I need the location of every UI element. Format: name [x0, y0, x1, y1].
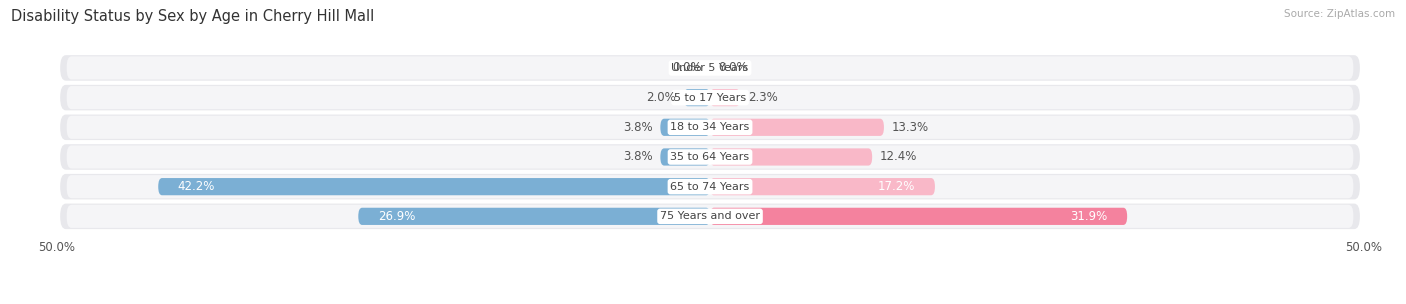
FancyBboxPatch shape	[359, 208, 710, 225]
FancyBboxPatch shape	[66, 205, 1354, 228]
Text: 65 to 74 Years: 65 to 74 Years	[671, 182, 749, 192]
FancyBboxPatch shape	[710, 178, 935, 195]
FancyBboxPatch shape	[60, 174, 1360, 199]
Text: 2.0%: 2.0%	[647, 91, 676, 104]
FancyBboxPatch shape	[60, 85, 1360, 110]
Text: 26.9%: 26.9%	[378, 210, 415, 223]
Text: 42.2%: 42.2%	[177, 180, 215, 193]
Text: Disability Status by Sex by Age in Cherry Hill Mall: Disability Status by Sex by Age in Cherr…	[11, 9, 374, 24]
FancyBboxPatch shape	[66, 56, 1354, 80]
Text: 2.3%: 2.3%	[748, 91, 778, 104]
FancyBboxPatch shape	[66, 145, 1354, 168]
Text: 75 Years and over: 75 Years and over	[659, 211, 761, 221]
Text: 0.0%: 0.0%	[672, 61, 702, 74]
FancyBboxPatch shape	[159, 178, 710, 195]
Text: 3.8%: 3.8%	[623, 121, 652, 134]
Text: 13.3%: 13.3%	[891, 121, 929, 134]
FancyBboxPatch shape	[710, 119, 884, 136]
FancyBboxPatch shape	[661, 148, 710, 166]
FancyBboxPatch shape	[710, 148, 872, 166]
Text: 18 to 34 Years: 18 to 34 Years	[671, 122, 749, 132]
Text: 17.2%: 17.2%	[877, 180, 915, 193]
FancyBboxPatch shape	[60, 55, 1360, 81]
FancyBboxPatch shape	[60, 204, 1360, 229]
Text: 3.8%: 3.8%	[623, 150, 652, 164]
FancyBboxPatch shape	[60, 115, 1360, 140]
Text: 5 to 17 Years: 5 to 17 Years	[673, 93, 747, 103]
FancyBboxPatch shape	[710, 89, 740, 106]
FancyBboxPatch shape	[66, 86, 1354, 109]
Text: 31.9%: 31.9%	[1070, 210, 1108, 223]
FancyBboxPatch shape	[66, 116, 1354, 139]
Text: 0.0%: 0.0%	[718, 61, 748, 74]
FancyBboxPatch shape	[60, 144, 1360, 170]
FancyBboxPatch shape	[710, 208, 1128, 225]
FancyBboxPatch shape	[683, 89, 710, 106]
Text: 35 to 64 Years: 35 to 64 Years	[671, 152, 749, 162]
Text: Under 5 Years: Under 5 Years	[672, 63, 748, 73]
FancyBboxPatch shape	[661, 119, 710, 136]
Text: Source: ZipAtlas.com: Source: ZipAtlas.com	[1284, 9, 1395, 19]
Text: 12.4%: 12.4%	[880, 150, 917, 164]
FancyBboxPatch shape	[66, 175, 1354, 198]
